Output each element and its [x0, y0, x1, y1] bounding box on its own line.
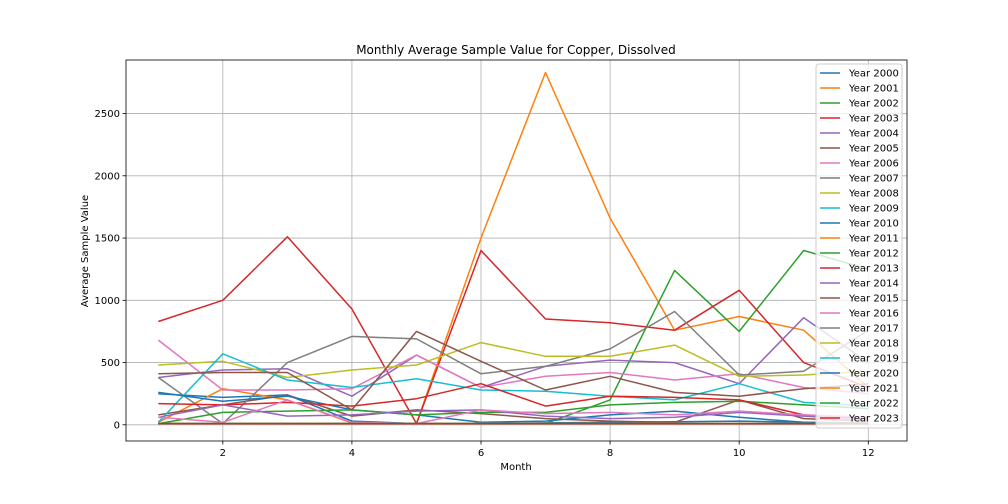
- legend-label: Year 2016: [848, 309, 899, 320]
- series-line: [158, 316, 869, 397]
- legend-label: Year 2015: [848, 294, 899, 305]
- legend-label: Year 2008: [848, 189, 899, 200]
- y-tick-label: 1000: [95, 296, 120, 307]
- series-line: [158, 330, 869, 411]
- y-tick-label: 500: [101, 358, 120, 369]
- legend-items: Year 2000 Year 2001 Year 2002 Year 2003 Year…: [820, 69, 899, 425]
- legend-label: Year 2014: [848, 279, 899, 290]
- legend-label: Year 2007: [848, 174, 899, 185]
- series-line: [158, 382, 869, 420]
- y-axis-title: Average Sample Value: [80, 195, 91, 307]
- y-tick-label: 2500: [95, 109, 120, 120]
- legend-label: Year 2020: [848, 369, 899, 380]
- y-tick-label: 1500: [95, 234, 120, 245]
- legend-label: Year 2017: [848, 324, 899, 335]
- legend: Year 2000 Year 2001 Year 2002 Year 2003 Year…: [815, 63, 903, 429]
- legend-label: Year 2013: [848, 264, 899, 275]
- y-axis-ticks: 0 500 1000 1500 2000 2500: [95, 109, 126, 431]
- legend-label: Year 2003: [848, 114, 899, 125]
- x-tick-label: 6: [478, 448, 484, 459]
- series-line: [157, 353, 869, 423]
- legend-label: Year 2002: [848, 99, 899, 110]
- legend-label: Year 2005: [848, 144, 899, 155]
- y-tick-label: 0: [114, 420, 120, 431]
- series-line: [158, 399, 869, 425]
- x-tick-label: 10: [733, 448, 746, 459]
- x-tick-label: 4: [349, 448, 355, 459]
- y-tick-label: 2000: [95, 171, 120, 182]
- series-line: [158, 236, 869, 425]
- x-tick-label: 12: [862, 448, 875, 459]
- legend-label: Year 2019: [848, 354, 899, 365]
- legend-label: Year 2023: [848, 414, 899, 425]
- legend-label: Year 2001: [848, 84, 899, 95]
- x-tick-label: 8: [607, 448, 613, 459]
- legend-label: Year 2010: [848, 219, 899, 230]
- legend-label: Year 2011: [848, 234, 899, 245]
- legend-label: Year 2021: [848, 384, 899, 395]
- legend-label: Year 2022: [848, 399, 899, 410]
- legend-label: Year 2006: [848, 159, 899, 170]
- legend-label: Year 2012: [848, 249, 899, 260]
- legend-label: Year 2004: [848, 129, 899, 140]
- legend-box: [815, 63, 903, 429]
- series-line: [158, 391, 869, 425]
- series-line: [158, 404, 869, 421]
- x-tick-label: 2: [220, 448, 226, 459]
- x-axis-ticks: 2 4 6 8 10 12: [220, 441, 875, 459]
- plot-area: 2 4 6 8 10 12 0 500 1000 1500 2000 2500: [95, 59, 908, 459]
- legend-label: Year 2000: [848, 69, 899, 80]
- series-line: [158, 341, 869, 379]
- series-lines: [157, 71, 869, 425]
- x-axis-title: Month: [500, 462, 531, 473]
- legend-label: Year 2009: [848, 204, 899, 215]
- chart-title: Monthly Average Sample Value for Copper,…: [356, 43, 676, 57]
- plot-frame: [125, 59, 908, 442]
- legend-label: Year 2018: [848, 339, 899, 350]
